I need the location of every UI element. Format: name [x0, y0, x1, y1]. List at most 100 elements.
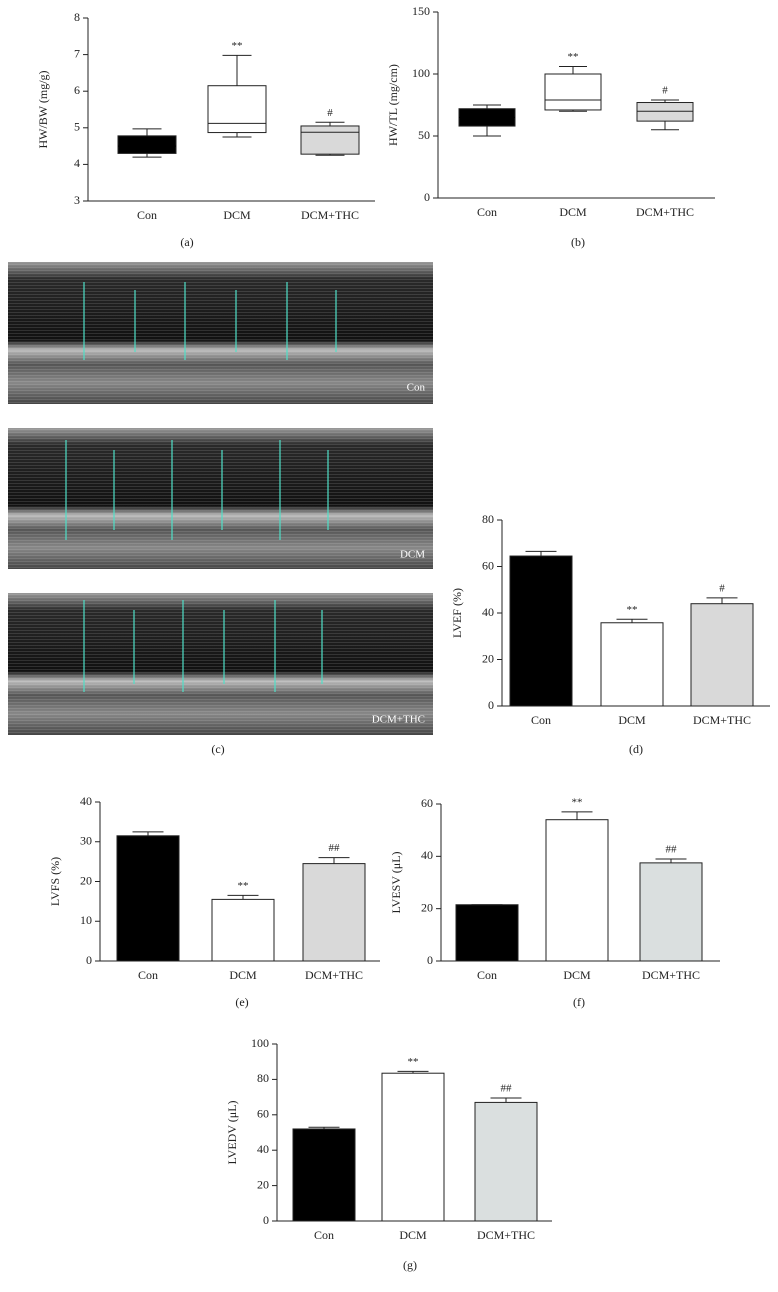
x-tick-label: DCM — [618, 713, 646, 727]
y-tick-label: 20 — [257, 1177, 269, 1191]
x-tick-label: DCM+THC — [693, 713, 751, 727]
box — [300, 125, 360, 155]
x-tick-label: DCM — [229, 968, 257, 982]
y-tick-label: 50 — [418, 128, 430, 142]
ultrasound-image: DCM+THC — [8, 593, 433, 735]
bar — [600, 622, 664, 707]
x-tick-label: DCM — [223, 208, 251, 222]
significance-label: ** — [568, 51, 579, 63]
bar — [116, 835, 180, 962]
significance-label: # — [327, 107, 333, 119]
y-axis-label: HW/TL (mg/cm) — [386, 64, 400, 146]
panel-label: (b) — [571, 235, 585, 249]
y-tick-label: 4 — [74, 156, 80, 170]
x-tick-label: DCM+THC — [477, 1228, 535, 1242]
bar — [474, 1101, 538, 1222]
y-tick-label: 3 — [74, 193, 80, 207]
y-tick-label: 0 — [424, 190, 430, 204]
chart: 3 4 5 6 7 8 HW/BW (mg/g) (a) Con DCM ** DCM+THC # — [36, 10, 375, 249]
significance-label: ## — [329, 842, 341, 854]
box — [117, 135, 177, 154]
chart: 0 20 40 60 LVESV (μL) (f) Con DCM ** DCM+THC ## — [389, 796, 720, 1009]
y-tick-label: 5 — [74, 120, 80, 134]
significance-label: ** — [232, 40, 243, 52]
panel-label: (a) — [180, 235, 193, 249]
significance-label: ** — [238, 880, 249, 892]
x-tick-label: DCM+THC — [642, 968, 700, 982]
x-tick-label: Con — [138, 968, 158, 982]
y-tick-label: 0 — [488, 698, 494, 712]
y-tick-label: 6 — [74, 83, 80, 97]
y-tick-label: 60 — [257, 1107, 269, 1121]
ultrasound-image: DCM — [8, 428, 433, 569]
y-tick-label: 20 — [421, 900, 433, 914]
panel-label: (f) — [573, 995, 585, 1009]
y-tick-label: 8 — [74, 10, 80, 24]
y-tick-label: 7 — [74, 46, 80, 60]
x-tick-label: DCM — [399, 1228, 427, 1242]
y-axis-label: LVFS (%) — [48, 857, 62, 906]
chart: 0 20 40 60 80 LVEF (%) (d) Con DCM ** DCM+THC # — [450, 512, 770, 756]
panel-label: (e) — [235, 995, 248, 1009]
x-tick-label: Con — [477, 968, 497, 982]
y-tick-label: 60 — [421, 796, 433, 810]
significance-label: ## — [666, 843, 678, 855]
chart: 0 20 40 60 80 100 LVEDV (μL) (g) Con DCM ** DCM+THC… — [225, 1036, 552, 1272]
chart: 0 50 100 150 HW/TL (mg/cm) (b) Con DCM ** DCM+THC… — [386, 4, 715, 249]
x-tick-label: Con — [137, 208, 157, 222]
bar — [381, 1072, 445, 1222]
y-tick-label: 60 — [482, 558, 494, 572]
significance-label: ** — [572, 796, 583, 808]
ultrasound-panels: Con DCM DCM+THC (c) — [8, 262, 433, 756]
significance-label: # — [719, 582, 725, 594]
y-tick-label: 80 — [257, 1071, 269, 1085]
bar — [302, 863, 366, 962]
panel-label: (g) — [403, 1258, 417, 1272]
panel-label: (c) — [211, 742, 224, 756]
y-tick-label: 40 — [80, 794, 92, 808]
bar — [639, 862, 703, 962]
y-tick-label: 100 — [412, 66, 430, 80]
y-tick-label: 40 — [257, 1142, 269, 1156]
ultrasound-image: Con — [8, 262, 433, 404]
bar — [455, 904, 519, 962]
y-tick-label: 80 — [482, 512, 494, 526]
x-tick-label: DCM+THC — [636, 205, 694, 219]
image-label: DCM — [400, 549, 425, 561]
significance-label: ** — [408, 1056, 419, 1068]
y-axis-label: LVEDV (μL) — [225, 1100, 239, 1164]
significance-label: ## — [501, 1083, 513, 1095]
image-label: DCM+THC — [372, 714, 425, 726]
x-tick-label: Con — [531, 713, 551, 727]
bar — [545, 819, 609, 962]
y-tick-label: 0 — [263, 1213, 269, 1227]
x-tick-label: Con — [477, 205, 497, 219]
bar — [509, 555, 573, 707]
bar — [690, 603, 754, 707]
y-axis-label: LVESV (μL) — [389, 851, 403, 913]
y-tick-label: 20 — [80, 873, 92, 887]
box — [636, 102, 694, 122]
panel-label: (d) — [629, 742, 643, 756]
y-tick-label: 40 — [482, 605, 494, 619]
bar — [292, 1128, 356, 1222]
x-tick-label: DCM+THC — [305, 968, 363, 982]
y-tick-label: 20 — [482, 651, 494, 665]
y-tick-label: 100 — [251, 1036, 269, 1050]
box — [544, 73, 602, 111]
y-tick-label: 0 — [86, 953, 92, 967]
significance-label: # — [662, 85, 668, 97]
y-tick-label: 40 — [421, 848, 433, 862]
bar — [211, 898, 275, 962]
x-tick-label: Con — [314, 1228, 334, 1242]
significance-label: ** — [627, 604, 638, 616]
y-tick-label: 150 — [412, 4, 430, 18]
y-tick-label: 10 — [80, 913, 92, 927]
image-label: Con — [407, 382, 426, 394]
y-tick-label: 30 — [80, 834, 92, 848]
y-axis-label: LVEF (%) — [450, 588, 464, 638]
x-tick-label: DCM — [559, 205, 587, 219]
y-axis-label: HW/BW (mg/g) — [36, 70, 50, 148]
x-tick-label: DCM+THC — [301, 208, 359, 222]
